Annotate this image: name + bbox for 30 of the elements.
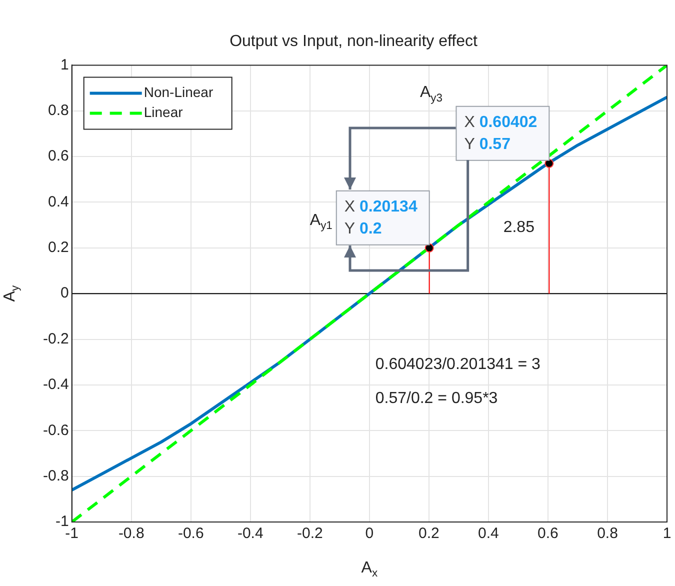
y-tick-label: 0.2 — [48, 239, 69, 256]
legend-label: Linear — [144, 104, 184, 120]
annotation: 0.604023/0.201341 = 3 — [375, 356, 541, 373]
y-tick-label: -0.6 — [42, 422, 69, 439]
y-tick-label: -1 — [56, 513, 69, 530]
y-tick-label: 0.4 — [48, 193, 69, 210]
x-tick-label: -0.8 — [118, 525, 144, 542]
y-tick-label: -0.2 — [42, 330, 69, 348]
x-tick-label: 0.8 — [597, 525, 618, 542]
annotation: 0.57/0.2 = 0.95*3 — [375, 390, 498, 408]
chart-title: Output vs Input, non-linearity effect — [230, 33, 478, 50]
x-tick-label: 0.6 — [538, 525, 558, 542]
y-tick-label: -0.8 — [42, 467, 69, 484]
x-tick-label: -0.6 — [178, 525, 204, 542]
annotation: 2.85 — [503, 218, 535, 236]
x-tick-label: 0 — [365, 525, 374, 542]
annotation: X 0.60402 Y 0.57 — [464, 114, 538, 153]
y-tick-label: 1 — [60, 56, 69, 74]
y-tick-label: 0.8 — [48, 102, 69, 120]
y-tick-label: 0 — [60, 284, 69, 302]
x-tick-label: 1 — [662, 525, 672, 542]
x-tick-label: -0.2 — [296, 525, 323, 542]
x-tick-label: -0.4 — [237, 525, 264, 542]
y-tick-label: 0.6 — [48, 148, 69, 165]
y-axis-title: Ay — [1, 285, 22, 302]
legend-label: Non-Linear — [144, 84, 214, 100]
x-tick-label: 0.2 — [418, 525, 440, 542]
y-tick-label: -0.4 — [42, 376, 69, 394]
annotation: X 0.20134 Y 0.2 — [344, 198, 418, 238]
x-tick-label: 0.4 — [478, 525, 499, 542]
